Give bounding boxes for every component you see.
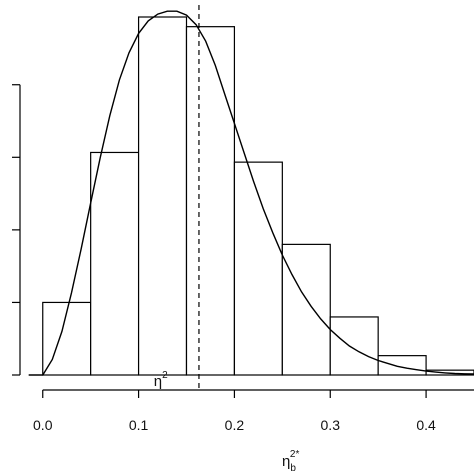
x-tick-label-0: 0.0 xyxy=(33,417,53,433)
x-axis: 0.0 0.1 0.2 0.3 0.4 xyxy=(33,389,474,433)
density-curve xyxy=(28,10,474,376)
marker-superscript: 2 xyxy=(162,370,168,381)
histogram-bar-2 xyxy=(137,16,188,376)
histogram-bar-1 xyxy=(90,151,140,376)
x-axis-label-subscript: b xyxy=(290,463,296,474)
x-axis-label-superscript: 2* xyxy=(290,449,300,460)
x-tick-label-1: 0.1 xyxy=(129,417,149,433)
histogram-bar-6 xyxy=(329,316,379,376)
histogram-bar-7 xyxy=(377,355,427,376)
x-axis-label: ηb 2* xyxy=(282,449,299,474)
x-tick-label-4: 0.4 xyxy=(416,417,436,433)
x-axis-label-symbol: η xyxy=(282,453,290,470)
histogram-bar-5 xyxy=(281,243,331,376)
x-tick-label-3: 0.3 xyxy=(321,417,341,433)
y-axis xyxy=(12,84,21,376)
x-tick-label-2: 0.2 xyxy=(225,417,245,433)
marker-symbol: η xyxy=(154,373,162,390)
eta-squared-marker: η2 xyxy=(154,370,168,390)
histogram-bars xyxy=(28,16,474,376)
histogram-bar-3 xyxy=(185,26,236,376)
